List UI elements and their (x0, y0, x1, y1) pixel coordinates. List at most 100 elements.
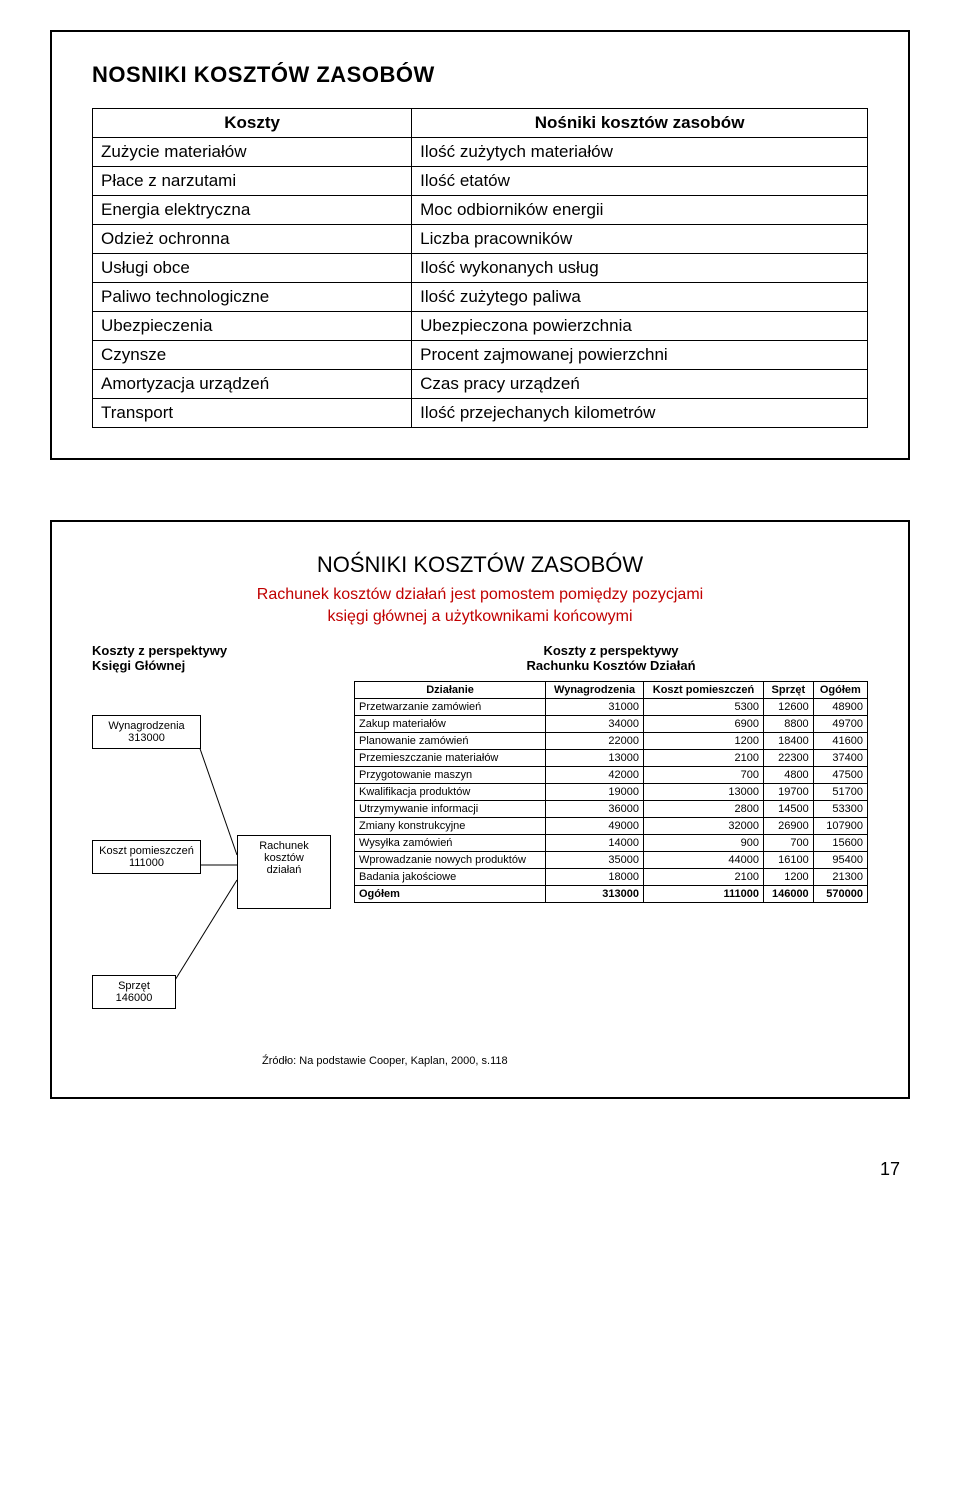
t1-cell: Zużycie materiałów (93, 138, 412, 167)
source-note: Źródło: Na podstawie Cooper, Kaplan, 200… (262, 1055, 868, 1067)
table-row: Amortyzacja urządzeńCzas pracy urządzeń (93, 370, 868, 399)
slide-1: NOSNIKI KOSZTÓW ZASOBÓW KosztyNośniki ko… (50, 30, 910, 460)
slide-2: NOŚNIKI KOSZTÓW ZASOBÓW Rachunek kosztów… (50, 520, 910, 1099)
t2-value-cell: 49000 (546, 818, 644, 835)
table-row: Planowanie zamówień2200012001840041600 (355, 733, 868, 750)
t2-label-cell: Wysyłka zamówień (355, 835, 546, 852)
t2-col-header: Koszt pomieszczeń (644, 682, 764, 699)
gl-center-l3: działań (267, 864, 302, 876)
t1-cell: Amortyzacja urządzeń (93, 370, 412, 399)
gl-spr-label: Sprzęt (118, 980, 150, 992)
t1-cell: Usługi obce (93, 254, 412, 283)
t2-label-cell: Utrzymywanie informacji (355, 801, 546, 818)
table-row: Odzież ochronnaLiczba pracowników (93, 225, 868, 254)
slide2-title: NOŚNIKI KOSZTÓW ZASOBÓW (92, 552, 868, 578)
t1-cell: Płace z narzutami (93, 167, 412, 196)
t2-value-cell: 34000 (546, 716, 644, 733)
t2-value-cell: 15600 (813, 835, 867, 852)
t2-value-cell: 14500 (764, 801, 814, 818)
t2-total-cell: 146000 (764, 886, 814, 903)
t2-col-header: Wynagrodzenia (546, 682, 644, 699)
t2-label-cell: Wprowadzanie nowych produktów (355, 852, 546, 869)
t2-value-cell: 95400 (813, 852, 867, 869)
t1-cell: Liczba pracowników (412, 225, 868, 254)
gl-pom-label: Koszt pomieszczeń (99, 845, 194, 857)
table-row: UbezpieczeniaUbezpieczona powierzchnia (93, 312, 868, 341)
t2-col-header: Ogółem (813, 682, 867, 699)
t2-value-cell: 21300 (813, 869, 867, 886)
t1-cell: Ilość zużytych materiałów (412, 138, 868, 167)
t2-label-cell: Przemieszczanie materiałów (355, 750, 546, 767)
gl-diagram: Wynagrodzenia 313000 Koszt pomieszczeń 1… (92, 685, 342, 1045)
t1-cell: Transport (93, 399, 412, 428)
t2-value-cell: 19700 (764, 784, 814, 801)
t2-value-cell: 900 (644, 835, 764, 852)
t2-value-cell: 26900 (764, 818, 814, 835)
gl-box-pomieszczen: Koszt pomieszczeń 111000 (92, 840, 201, 874)
t2-col-header: Działanie (355, 682, 546, 699)
table-row: Utrzymywanie informacji36000280014500533… (355, 801, 868, 818)
t2-total-label: Ogółem (355, 886, 546, 903)
t2-value-cell: 2800 (644, 801, 764, 818)
table-row: Kwalifikacja produktów190001300019700517… (355, 784, 868, 801)
t2-value-cell: 4800 (764, 767, 814, 784)
t1-cell: Ubezpieczona powierzchnia (412, 312, 868, 341)
right-heading-l2: Rachunku Kosztów Działań (526, 658, 695, 673)
t2-value-cell: 2100 (644, 750, 764, 767)
t2-value-cell: 35000 (546, 852, 644, 869)
table-row: Paliwo technologiczneIlość zużytego pali… (93, 283, 868, 312)
t1-cell: Ubezpieczenia (93, 312, 412, 341)
t2-value-cell: 700 (644, 767, 764, 784)
left-heading: Koszty z perspektywy Księgi Głównej (92, 643, 342, 673)
gl-center-l2: kosztów (264, 852, 304, 864)
t2-total-cell: 111000 (644, 886, 764, 903)
table-row: Przygotowanie maszyn42000700480047500 (355, 767, 868, 784)
table-row: Badania jakościowe180002100120021300 (355, 869, 868, 886)
t2-label-cell: Przygotowanie maszyn (355, 767, 546, 784)
t2-value-cell: 13000 (546, 750, 644, 767)
t1-hdr-koszty: Koszty (93, 109, 412, 138)
t2-value-cell: 2100 (644, 869, 764, 886)
t2-value-cell: 48900 (813, 699, 867, 716)
t2-value-cell: 13000 (644, 784, 764, 801)
table-row: TransportIlość przejechanych kilometrów (93, 399, 868, 428)
gl-pom-value: 111000 (129, 857, 164, 869)
gl-spr-value: 146000 (116, 992, 153, 1004)
t1-cell: Paliwo technologiczne (93, 283, 412, 312)
table-row: CzynszeProcent zajmowanej powierzchni (93, 341, 868, 370)
table-row: Zmiany konstrukcyjne49000320002690010790… (355, 818, 868, 835)
t2-value-cell: 47500 (813, 767, 867, 784)
subtitle-line2: księgi głównej a użytkownikami końcowymi (327, 608, 632, 625)
table-row: Wprowadzanie nowych produktów35000440001… (355, 852, 868, 869)
gl-box-center: Rachunek kosztów działań (237, 835, 331, 909)
t2-label-cell: Przetwarzanie zamówień (355, 699, 546, 716)
table-row: Przetwarzanie zamówień310005300126004890… (355, 699, 868, 716)
table-row: Płace z narzutamiIlość etatów (93, 167, 868, 196)
t2-value-cell: 41600 (813, 733, 867, 750)
t2-col-header: Sprzęt (764, 682, 814, 699)
page-number: 17 (0, 1159, 960, 1200)
t1-cell: Ilość przejechanych kilometrów (412, 399, 868, 428)
t2-label-cell: Zakup materiałów (355, 716, 546, 733)
t2-value-cell: 32000 (644, 818, 764, 835)
t2-value-cell: 49700 (813, 716, 867, 733)
t1-cell: Energia elektryczna (93, 196, 412, 225)
gl-box-wynagrodzenia: Wynagrodzenia 313000 (92, 715, 201, 749)
left-heading-l2: Księgi Głównej (92, 658, 185, 673)
t2-value-cell: 19000 (546, 784, 644, 801)
t2-value-cell: 107900 (813, 818, 867, 835)
table-row: Usługi obceIlość wykonanych usług (93, 254, 868, 283)
gl-center-l1: Rachunek (259, 840, 309, 852)
t1-cell: Odzież ochronna (93, 225, 412, 254)
slide2-subtitle: Rachunek kosztów działań jest pomostem p… (92, 584, 868, 627)
t2-value-cell: 53300 (813, 801, 867, 818)
t2-value-cell: 700 (764, 835, 814, 852)
t1-cell: Czynsze (93, 341, 412, 370)
t2-value-cell: 36000 (546, 801, 644, 818)
subtitle-line1: Rachunek kosztów działań jest pomostem p… (257, 586, 703, 603)
t1-cell: Ilość wykonanych usług (412, 254, 868, 283)
t1-cell: Moc odbiorników energii (412, 196, 868, 225)
t2-total-cell: 313000 (546, 886, 644, 903)
t1-cell: Procent zajmowanej powierzchni (412, 341, 868, 370)
t2-value-cell: 1200 (764, 869, 814, 886)
